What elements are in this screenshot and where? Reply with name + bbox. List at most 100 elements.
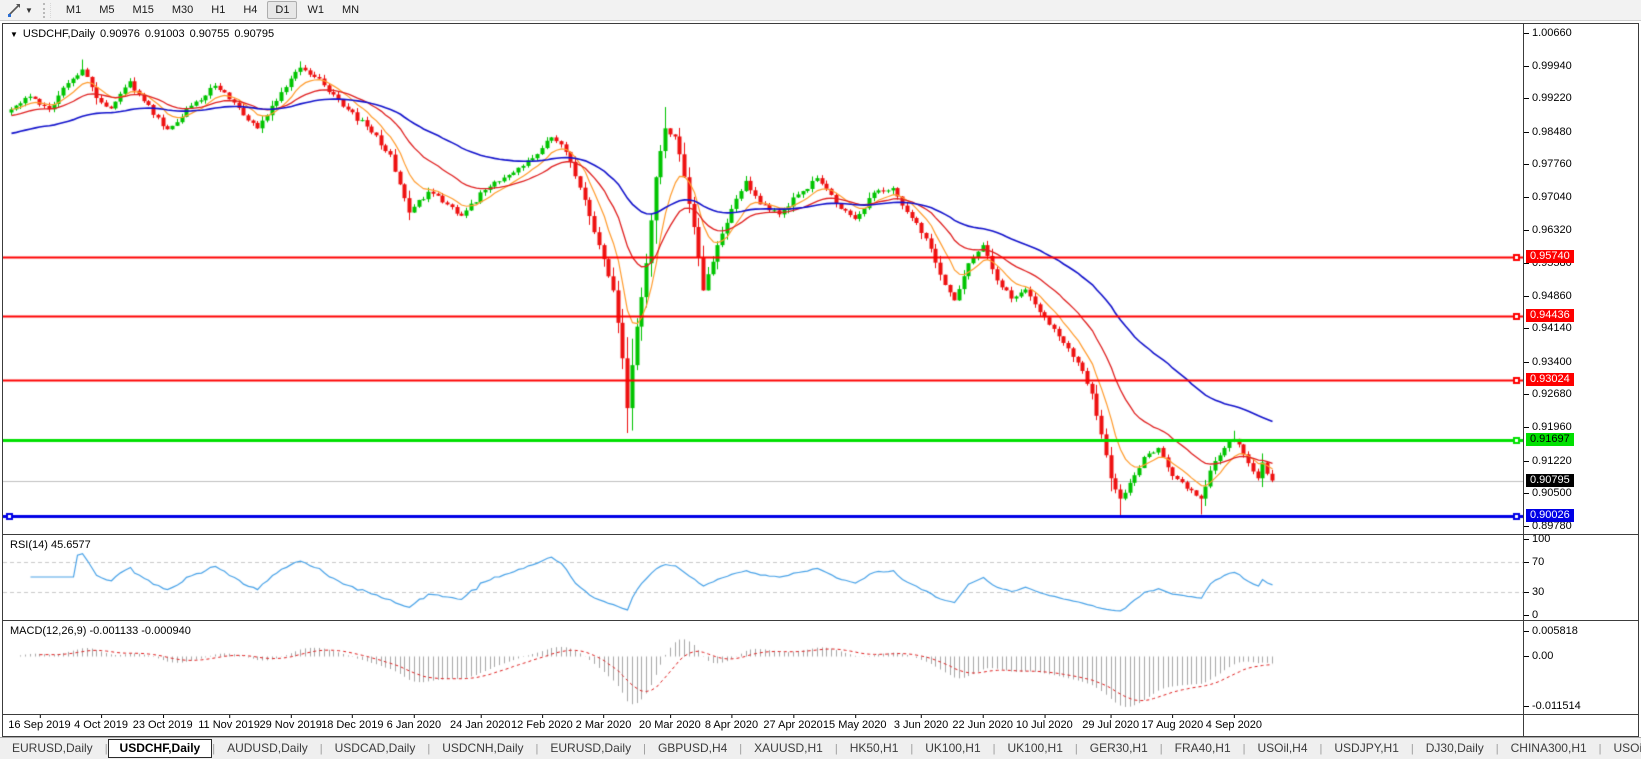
tab-separator: | [910,742,914,755]
price-tick-label: 0.90500 [1524,487,1572,500]
draw-cursor-icon[interactable] [4,2,24,18]
tab-separator: | [212,742,216,755]
rsi-tick-label: 100 [1523,533,1551,545]
price-tick-label: 0.98480 [1524,125,1572,138]
price-tick-label: 0.91960 [1524,421,1572,434]
macd-name: MACD(12,26,9) [10,625,87,637]
chart-title[interactable]: ▼ USDCHF,Daily 0.90976 0.91003 0.90755 0… [10,28,274,40]
chart-tab-hk50-h1[interactable]: HK50,H1 [849,741,899,755]
price-tick-label: 0.91220 [1524,454,1572,467]
price-tick-label: 0.97040 [1524,191,1572,204]
chart-tab-usdchf-daily[interactable]: USDCHF,Daily [107,739,213,758]
price-tick-label: 0.92680 [1524,388,1572,401]
tab-separator: | [1242,742,1246,755]
period-button-m15[interactable]: M15 [132,4,154,16]
date-tick-label: 18 Dec 2019 [321,715,384,731]
macd-axis[interactable]: 0.005818 0.00 -0.011514 [1523,621,1638,714]
chart-tab-uk100-h1[interactable]: UK100,H1 [1007,741,1063,755]
toolbar-grip-handle[interactable] [42,2,51,18]
price-tick-label: 0.94140 [1524,322,1572,335]
price-level-badge: 0.93024 [1526,372,1574,386]
price-axis[interactable]: 1.00660 0.99940 0.99220 0.98480 0.97760 0.970… [1523,24,1638,534]
macd-tick-label: -0.011514 [1524,699,1581,712]
tab-separator: | [1495,742,1499,755]
rsi-tick-label: 70 [1523,555,1545,568]
macd-tick-label: 0.005818 [1524,624,1578,637]
chart-tab-ger30-h1[interactable]: GER30,H1 [1089,741,1148,755]
price-level-badge: 0.91697 [1526,432,1574,446]
price-tick-label: 0.93400 [1524,355,1572,368]
tab-separator: | [319,742,323,755]
price-level-badge: 0.95740 [1526,249,1574,263]
period-button-w1[interactable]: W1 [307,4,324,16]
rsi-tick-label: 0 [1523,609,1539,621]
period-button-h1[interactable]: H1 [211,4,226,16]
axis-corner [1523,715,1638,736]
price-tick-label: 0.97760 [1524,158,1572,171]
period-button-mn[interactable]: MN [341,4,360,16]
chart-tab-usdcad-daily[interactable]: USDCAD,Daily [334,741,416,755]
tab-separator: | [1074,742,1078,755]
date-tick-label: 29 Nov 2019 [259,715,322,731]
period-button-d1[interactable]: D1 [267,1,298,19]
chart-tab-gbpusd-h4[interactable]: GBPUSD,H4 [657,741,728,755]
period-button-m1[interactable]: M1 [65,4,82,16]
date-tick-label: 17 Aug 2020 [1141,715,1204,731]
tab-separator: | [643,742,646,755]
price-level-badge: 0.90026 [1526,508,1574,522]
chart-tab-usdjpy-h1[interactable]: USDJPY,H1 [1334,741,1399,755]
chart-tab-audusd-daily[interactable]: AUDUSD,Daily [227,741,308,755]
price-tick-label: 0.94860 [1524,289,1572,302]
rsi-panel: RSI(14) 45.6577 100 70 30 0 [3,533,1638,621]
ohlc-close-value: 0.90795 [234,28,275,40]
ohlc-low-value: 0.90755 [189,28,230,40]
price-tick-label: 0.96320 [1524,223,1572,236]
rsi-chart-canvas[interactable] [3,535,1523,620]
price-tick-label: 0.99940 [1524,59,1572,72]
tab-separator: | [104,742,108,755]
caret-down-icon[interactable]: ▼ [25,5,33,15]
tab-separator: | [1598,742,1602,755]
price-panel: ▼ USDCHF,Daily 0.90976 0.91003 0.90755 0… [3,24,1638,535]
period-button-m5[interactable]: M5 [99,4,115,16]
rsi-name: RSI(14) [10,539,48,551]
period-button-group: M1 M5 M15 M30 H1 H4 D1 W1 MN [57,1,368,19]
timeframe-toolbar: ▼ M1 M5 M15 M30 H1 H4 D1 W1 MN [0,0,1641,21]
chart-tab-fra40-h1[interactable]: FRA40,H1 [1174,741,1231,755]
chart-tab-usdcnh-daily[interactable]: USDCNH,Daily [442,741,524,755]
price-level-badge: 0.94436 [1526,308,1574,322]
period-button-m30[interactable]: M30 [171,4,194,16]
price-tick-label: 1.00660 [1524,27,1572,40]
tab-separator: | [427,742,431,755]
chart-tab-dj30-daily[interactable]: DJ30,Daily [1425,741,1484,755]
date-axis[interactable]: 16 Sep 2019 4 Oct 2019 23 Oct 2019 11 Nov 2… [3,715,1638,736]
date-tick-label: 10 Jul 2020 [1015,715,1073,731]
macd-panel: MACD(12,26,9) -0.001133 -0.000940 0.0058… [3,621,1638,715]
date-tick-label: 27 Apr 2020 [763,715,823,731]
date-tick-label: 3 Jun 2020 [893,715,949,731]
chart-tab-xauusd-h1[interactable]: XAUUSD,H1 [754,741,823,755]
date-tick-label: 8 Apr 2020 [704,715,759,731]
symbol-dropdown-icon[interactable]: ▼ [10,29,18,39]
date-tick-label: 29 Jul 2020 [1082,715,1140,731]
chart-tab-china300-h1[interactable]: CHINA300,H1 [1510,741,1587,755]
rsi-value: 45.6577 [50,539,91,551]
date-tick-label: 12 Feb 2020 [510,715,573,731]
candlestick-chart-canvas[interactable] [3,24,1523,534]
chart-tab-usoil-h1[interactable]: USOil,H1 [1613,741,1641,755]
date-tick-label: 23 Oct 2019 [132,715,193,731]
tab-separator: | [1319,742,1323,755]
macd-chart-canvas[interactable] [3,621,1523,714]
date-tick-label: 16 Sep 2019 [8,715,71,731]
period-button-h4[interactable]: H4 [243,4,258,16]
chart-tab-uk100-h1[interactable]: UK100,H1 [925,741,981,755]
chart-tab-eurusd-daily[interactable]: EURUSD,Daily [550,741,632,755]
rsi-axis[interactable]: 100 70 30 0 [1523,533,1638,621]
chart-tab-usoil-h4[interactable]: USOil,H4 [1257,741,1308,755]
chart-tab-eurusd-daily[interactable]: EURUSD,Daily [12,741,93,755]
chart-tab-bar: EURUSD,Daily | USDCHF,Daily | AUDUSD,Daily | U… [0,737,1641,759]
tab-separator: | [739,742,743,755]
tab-separator: | [535,742,539,755]
current-price-badge: 0.90795 [1526,473,1574,487]
date-tick-label: 11 Nov 2019 [198,715,260,731]
